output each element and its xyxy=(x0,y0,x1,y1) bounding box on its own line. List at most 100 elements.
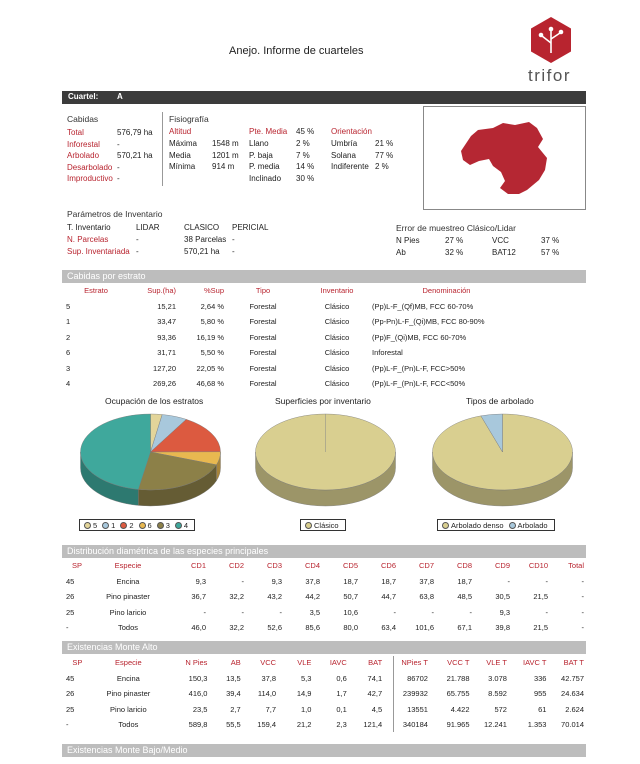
column-header: CD7 xyxy=(418,561,434,571)
table-cell: 13551 xyxy=(407,704,428,714)
table-cell: 26 xyxy=(66,689,75,699)
table-cell: 150,3 xyxy=(188,673,208,683)
cuartel-shape xyxy=(461,122,547,194)
chart-title-superficies: Superficies por inventario xyxy=(275,396,371,406)
pendiente-label: Pte. Media xyxy=(249,127,288,136)
table-cell: 5,3 xyxy=(301,673,312,683)
table-row: 1 33,47 5,80 % Forestal Clásico (Pp-Pn)L-F_(Q… xyxy=(66,314,521,330)
table-cell: 4,5 xyxy=(371,704,383,714)
legend-item: 4 xyxy=(174,521,188,530)
table-cell: - xyxy=(581,576,585,586)
column-header: CD3 xyxy=(266,561,282,571)
table-cell: 2 xyxy=(66,332,71,342)
table-cell: 10,6 xyxy=(343,607,358,617)
legend-swatch xyxy=(84,521,91,529)
column-header: AB xyxy=(230,658,241,668)
table-cell: 101,6 xyxy=(415,623,434,633)
table-cell: Pino laricio xyxy=(109,607,147,617)
legend-label: Clásico xyxy=(314,520,339,530)
table-cell: 74,1 xyxy=(367,673,383,683)
table-cell: 46,0 xyxy=(191,623,206,633)
table-cell: 9,3 xyxy=(499,607,510,617)
param-pericial: - xyxy=(232,246,235,256)
cabidas-value: 570,21 ha xyxy=(117,151,153,160)
table-cell: (Pp)L-F_(Pn)L-F, FCC<50% xyxy=(372,379,466,389)
table-cell: - xyxy=(507,576,511,586)
parametros-heading: Parámetros de Inventario xyxy=(67,209,163,219)
legend-label: 1 xyxy=(111,520,116,530)
table-cell: 15,21 xyxy=(157,301,176,311)
cabidas-label: Desarbolado xyxy=(67,162,113,172)
column-header: VLE xyxy=(297,658,312,668)
table-cell: 2,3 xyxy=(336,720,347,730)
table-cell: 416,0 xyxy=(188,689,208,699)
legend-label: 6 xyxy=(147,520,152,530)
table-cell: - xyxy=(431,607,435,617)
table-cell: - xyxy=(469,607,473,617)
table-cell: 0,6 xyxy=(336,673,347,683)
table-cell: Forestal xyxy=(249,348,277,358)
pendiente-value: 45 % xyxy=(296,127,315,136)
table-row: - Todos 589,8 55,5 159,4 21,2 2,3 121,4 340184 91… xyxy=(66,717,584,733)
legend-swatch xyxy=(305,521,312,529)
table-cell: 0,1 xyxy=(336,704,347,714)
legend-item: 5 xyxy=(84,521,97,530)
pendiente-value: 14 % xyxy=(296,162,315,171)
table-cell: Clásico xyxy=(324,348,350,358)
altitud-key: Media xyxy=(169,150,191,160)
pie-chart-tipos xyxy=(432,413,573,507)
table-cell: - xyxy=(581,607,585,617)
legend-item: Arbolado xyxy=(508,521,548,530)
table-cell: 127,20 xyxy=(153,363,176,373)
table-cell: 48,5 xyxy=(457,592,472,602)
section-bar-diametrica: Distribución diamétrica de las especies … xyxy=(62,545,586,558)
trifor-logo-icon xyxy=(531,17,571,63)
table-cell: 44,2 xyxy=(305,592,320,602)
table-cell: 70.014 xyxy=(561,720,584,730)
table-cell: 7,7 xyxy=(265,704,277,714)
table-cell: 16,19 % xyxy=(196,332,224,342)
legend-item: Arbolado denso xyxy=(442,521,504,530)
column-header: CD1 xyxy=(190,561,206,571)
column-header: Inventario xyxy=(320,286,354,296)
table-cell: Todos xyxy=(118,720,139,730)
legend-ocupacion: 5 1 2 6 3 4 xyxy=(79,519,196,531)
table-cell: - xyxy=(203,607,207,617)
table-cell: 3,5 xyxy=(309,607,320,617)
legend-tipos: Arbolado denso Arbolado xyxy=(437,519,555,531)
table-row: - Todos 46,0 32,2 52,6 85,6 80,0 63,4 101,6 67,1 3… xyxy=(66,620,584,636)
table-cell: 93,36 xyxy=(157,332,176,342)
table-cell: 114,0 xyxy=(257,689,277,699)
altitud-key: Mínima xyxy=(169,162,196,171)
table-cell: Forestal xyxy=(249,332,277,342)
divider xyxy=(162,112,163,186)
legend-swatch xyxy=(120,521,128,529)
param-header-clasico: CLASICO xyxy=(184,223,220,232)
table-cell: - xyxy=(545,607,549,617)
legend-superficies: Clásico xyxy=(300,519,346,531)
legend-item: 3 xyxy=(156,521,170,530)
table-cell: 42.757 xyxy=(561,673,584,683)
table-cell: 3.078 xyxy=(488,673,507,683)
section-bar-existencias: Existencias Monte Alto xyxy=(62,641,586,654)
column-header: Total xyxy=(568,561,584,571)
param-label: N. Parcelas xyxy=(67,235,109,244)
altitud-value: 1548 m xyxy=(212,139,239,148)
altitud-key: Máxima xyxy=(169,139,198,148)
param-header-pericial: PERICIAL xyxy=(232,223,269,232)
param-clasico: 570,21 ha xyxy=(184,246,220,256)
column-header: VCC T xyxy=(447,658,470,668)
table-cell: 9,3 xyxy=(195,576,206,586)
table-cell: 39,8 xyxy=(495,623,510,633)
pendiente-key: P. media xyxy=(249,162,280,171)
error-key: BAT12 xyxy=(492,247,516,257)
table-cell: 572 xyxy=(494,704,507,714)
table-cell: (Pp-Pn)L-F_(Qi)MB, FCC 80-90% xyxy=(372,317,485,327)
table-cell: 21.788 xyxy=(446,673,470,683)
table-cell: Inforestal xyxy=(372,348,403,358)
table-cell: 18,7 xyxy=(381,576,396,586)
table-cell: - xyxy=(66,623,69,633)
cuartel-map xyxy=(423,106,586,210)
table-cell: 13,5 xyxy=(226,673,241,683)
column-header: VLE T xyxy=(486,658,507,668)
